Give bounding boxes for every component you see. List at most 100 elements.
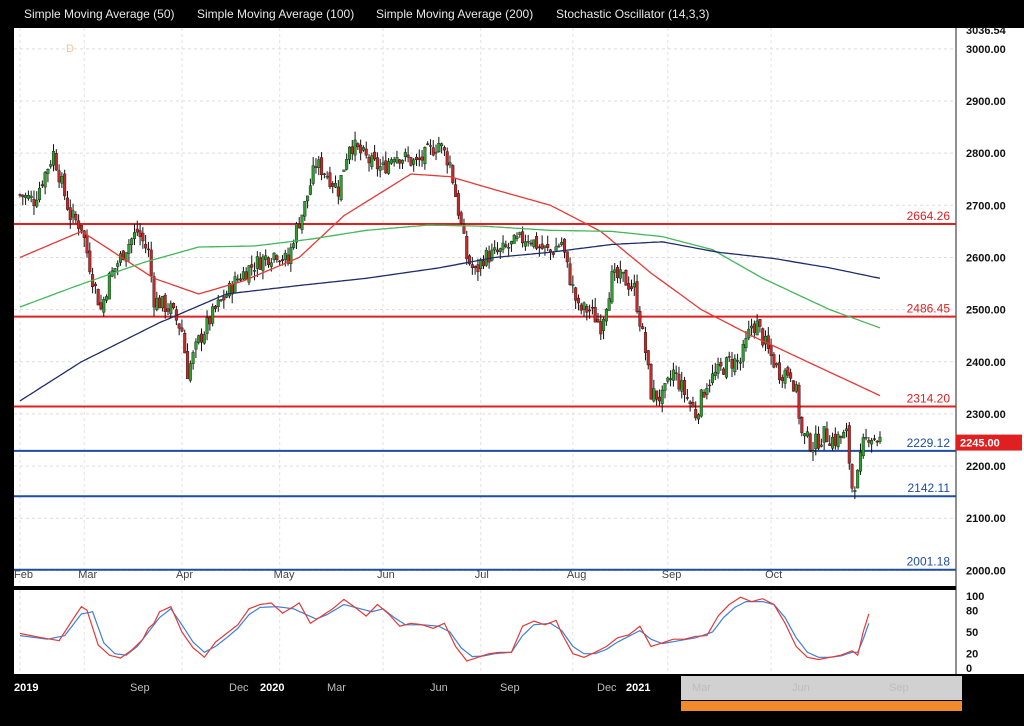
candle-body <box>710 373 714 384</box>
price-axis <box>956 28 1024 674</box>
candle-body <box>364 148 368 156</box>
candle-body <box>35 199 39 207</box>
candle-body <box>401 159 405 164</box>
candle-body <box>303 201 307 217</box>
candle-body <box>529 242 533 245</box>
legend-sma-100[interactable]: Simple Moving Average (100) <box>197 7 355 21</box>
candle-body <box>652 388 656 402</box>
navigator-label: 2021 <box>626 682 651 694</box>
candle-body <box>705 387 709 395</box>
candle-body <box>565 251 569 263</box>
navigator-scroll-handle[interactable] <box>681 701 962 711</box>
candle-body <box>775 363 779 366</box>
candle-body <box>498 248 502 252</box>
resistance-label: 2486.45 <box>907 302 951 316</box>
candle-body <box>473 266 477 269</box>
candle-body <box>124 252 128 262</box>
candle-body <box>113 268 117 272</box>
navigator-label: Sep <box>500 682 520 694</box>
candle-body <box>716 364 720 374</box>
candle-body <box>839 435 843 438</box>
candle-body <box>699 389 703 417</box>
candle-body <box>258 257 262 270</box>
candle-body <box>264 255 268 260</box>
candle-body <box>442 147 446 151</box>
candle-body <box>655 390 659 400</box>
navigator-label: 2020 <box>260 682 285 694</box>
candle-body <box>367 156 371 164</box>
candle-body <box>219 299 223 302</box>
y-tick-label: 3036.54 <box>966 25 1007 37</box>
candle-body <box>643 332 647 353</box>
candle-body <box>671 369 675 381</box>
candle-body <box>562 238 566 253</box>
support-label: 2229.12 <box>907 436 951 450</box>
candle-body <box>280 259 284 261</box>
candle-body <box>434 151 438 154</box>
candle-body <box>127 243 131 254</box>
candle-body <box>585 306 589 313</box>
candle-body <box>132 232 136 239</box>
candle-body <box>683 380 687 395</box>
candle-body <box>65 197 69 210</box>
candle-body <box>18 194 22 196</box>
legend-sma-50[interactable]: Simple Moving Average (50) <box>24 7 175 21</box>
candle-body <box>334 183 338 188</box>
candle-body <box>509 240 513 245</box>
candle-body <box>702 391 706 398</box>
candle-body <box>208 316 212 325</box>
candle-body <box>359 144 363 154</box>
navigator-label: Mar <box>327 682 346 694</box>
candle-body <box>211 306 215 324</box>
x-tick-label: Mar <box>78 569 97 581</box>
legend-sma-200[interactable]: Simple Moving Average (200) <box>376 7 534 21</box>
candle-body <box>604 309 608 322</box>
candle-body <box>345 159 349 170</box>
navigator-window[interactable] <box>681 676 962 700</box>
candle-body <box>46 168 50 174</box>
candle-body <box>423 147 427 165</box>
candle-body <box>49 164 53 167</box>
candle-body <box>24 195 28 198</box>
sma-50-line <box>19 173 881 397</box>
candle-body <box>691 402 695 408</box>
candle-body <box>817 433 821 449</box>
candle-body <box>384 160 388 174</box>
candle-body <box>29 195 33 198</box>
candle-body <box>191 352 195 364</box>
candle-body <box>680 380 684 392</box>
candle-body <box>646 350 650 366</box>
candle-body <box>649 364 653 400</box>
candle-body <box>409 157 413 166</box>
legend-stochastic[interactable]: Stochastic Oscillator (14,3,3) <box>556 7 710 21</box>
last-price-label: 2245.00 <box>960 438 1000 450</box>
candle-body <box>160 296 164 309</box>
candle-body <box>836 434 840 448</box>
candle-body <box>724 357 728 378</box>
candle-body <box>713 371 717 376</box>
candle-body <box>844 428 848 432</box>
candle-body <box>314 166 318 168</box>
candle-body <box>752 323 756 333</box>
resistance-label: 2664.26 <box>907 209 951 223</box>
candle-body <box>850 464 854 489</box>
candle-body <box>339 174 343 200</box>
candle-body <box>613 269 617 273</box>
indicator-legend: Simple Moving Average (50) Simple Moving… <box>0 0 1024 28</box>
candle-body <box>420 156 424 161</box>
candle-body <box>158 297 162 309</box>
candle-body <box>769 345 773 356</box>
candle-body <box>197 335 201 343</box>
candle-body <box>247 265 251 283</box>
candle-body <box>766 335 770 349</box>
candle-body <box>616 267 620 278</box>
candle-body <box>85 234 89 254</box>
candle-body <box>808 433 812 451</box>
candle-body <box>660 389 664 405</box>
candle-body <box>727 356 731 358</box>
candle-body <box>398 159 402 164</box>
candle-body <box>74 214 78 221</box>
candle-body <box>135 228 139 233</box>
candle-body <box>437 143 441 153</box>
